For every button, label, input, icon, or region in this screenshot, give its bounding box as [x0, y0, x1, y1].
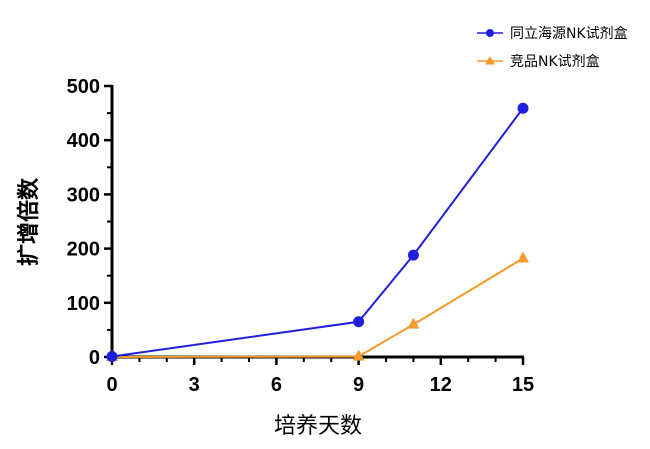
data-point	[353, 316, 365, 328]
x-axis-title: 培养天数	[274, 414, 362, 439]
data-point	[517, 102, 529, 114]
legend-item: 竞品NK试剂盒	[477, 53, 600, 70]
data-point	[106, 350, 118, 362]
x-tick-label: 3	[189, 374, 200, 396]
y-tick-label: 400	[67, 130, 100, 152]
data-point	[407, 317, 420, 329]
x-tick-label: 15	[512, 374, 534, 396]
series-line	[111, 257, 524, 358]
y-tick-label: 0	[89, 347, 100, 369]
data-point	[407, 249, 419, 261]
y-tick-label: 100	[67, 293, 100, 315]
data-point	[352, 349, 365, 361]
x-tick-label: 9	[353, 374, 364, 396]
x-tick-label: 0	[106, 374, 117, 396]
y-tick-label: 500	[67, 76, 100, 98]
data-point	[517, 251, 529, 263]
legend-label: 竞品NK试剂盒	[510, 53, 600, 70]
x-tick-label: 12	[430, 374, 452, 396]
y-tick-label: 300	[67, 184, 100, 206]
legend-label: 同立海源NK试剂盒	[510, 25, 628, 42]
series-layer	[106, 102, 529, 362]
legend-item: 同立海源NK试剂盒	[477, 25, 628, 42]
x-tick-label: 6	[271, 374, 282, 396]
y-tick-label: 200	[67, 239, 100, 261]
series-tongli	[106, 102, 529, 362]
series-line	[111, 107, 524, 358]
axes: 0 100 200 300 400 500 0 3 6 9 12 15	[67, 76, 535, 396]
series-competitor	[106, 251, 529, 362]
legend-marker	[486, 29, 494, 37]
y-axis-title: 扩增倍数	[16, 177, 42, 266]
legend-marker	[485, 56, 495, 65]
